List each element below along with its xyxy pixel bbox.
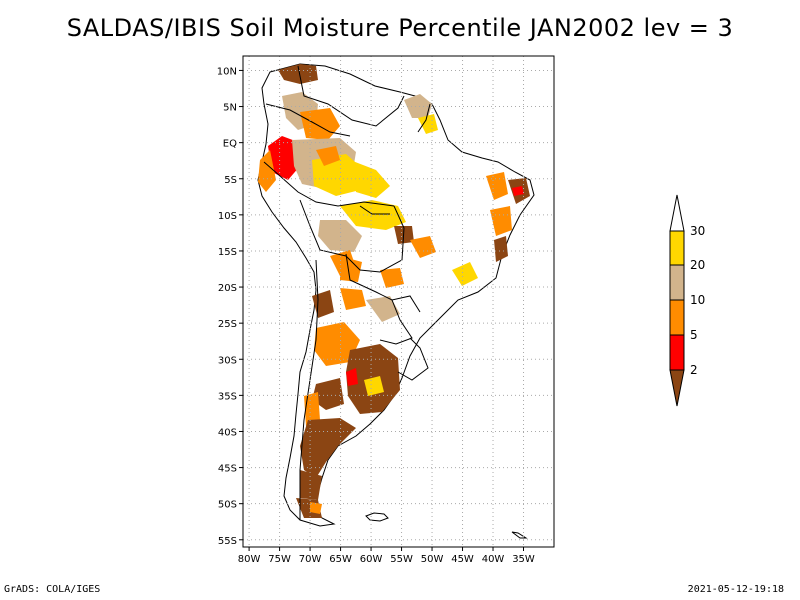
footer-credit: GrADS: COLA/IGES <box>4 584 101 595</box>
patch-2-5 <box>268 136 300 180</box>
patch-5-10 <box>314 322 360 366</box>
lat-tick-label: 5N <box>223 103 237 114</box>
lat-tick-label: EQ <box>223 139 237 150</box>
lat-tick-label: 25S <box>218 319 237 330</box>
patch-below-2 <box>494 236 508 262</box>
patch-below-2 <box>300 470 322 500</box>
legend-swatch-20-30 <box>669 230 685 266</box>
lat-tick-label: 35S <box>218 391 237 402</box>
legend-swatch-below-2 <box>669 369 685 407</box>
lat-tick-label: 45S <box>218 464 237 475</box>
lat-tick-label: 5S <box>224 175 237 186</box>
patch-20-30 <box>340 200 406 230</box>
patch-2-5 <box>346 368 358 386</box>
patch-5-10 <box>490 206 512 236</box>
lon-tick-label: 65W <box>329 554 352 565</box>
patch-20-30 <box>452 262 478 286</box>
lat-tick-label: 55S <box>218 536 237 547</box>
legend-label-30: 30 <box>690 224 705 238</box>
falkland-islands <box>365 512 389 522</box>
lon-tick-label: 50W <box>421 554 444 565</box>
latitude-axis: 10N 5N EQ 5S 10S 15S 20S 25S 30S 35S 40S 45S 50S 55S <box>217 66 243 547</box>
patch-20-30 <box>364 376 384 396</box>
patch-5-10 <box>380 268 404 288</box>
lon-tick-label: 80W <box>238 554 261 565</box>
lon-tick-label: 35W <box>512 554 535 565</box>
legend-swatch-above-30 <box>669 194 685 232</box>
lat-tick-label: 20S <box>218 283 237 294</box>
lon-tick-label: 55W <box>390 554 413 565</box>
patch-5-10 <box>310 502 322 514</box>
legend-label-10: 10 <box>690 293 705 307</box>
colorbar-legend: 30 20 10 5 2 <box>669 194 705 407</box>
patch-5-10 <box>340 256 362 282</box>
patch-5-10 <box>258 150 276 192</box>
lat-tick-label: 40S <box>218 427 237 438</box>
map-frame <box>242 55 555 548</box>
lat-tick-label: 10S <box>218 211 237 222</box>
lat-tick-label: 50S <box>218 500 237 511</box>
patch-5-10 <box>316 146 340 166</box>
patch-20-30 <box>350 160 390 198</box>
footer-timestamp: 2021-05-12-19:18 <box>687 584 784 595</box>
lat-tick-label: 10N <box>217 66 237 77</box>
lon-tick-label: 40W <box>482 554 505 565</box>
patch-below-2 <box>278 64 318 84</box>
longitude-axis: 80W 75W 70W 65W 60W 55W 50W 45W 40W 35W <box>238 547 535 565</box>
patch-10-20 <box>404 94 432 118</box>
lon-tick-label: 60W <box>360 554 383 565</box>
lon-tick-label: 75W <box>268 554 291 565</box>
legend-label-20: 20 <box>690 258 705 272</box>
patch-below-2 <box>300 418 356 478</box>
lon-tick-label: 70W <box>299 554 322 565</box>
legend-swatch-5-10 <box>669 299 685 336</box>
patch-10-20 <box>318 220 362 252</box>
patch-10-20 <box>366 296 400 322</box>
lat-tick-label: 30S <box>218 355 237 366</box>
moisture-shading <box>258 64 530 518</box>
south-georgia-island <box>511 531 528 539</box>
patch-2-5 <box>512 186 524 196</box>
lat-tick-label: 15S <box>218 247 237 258</box>
legend-label-2: 2 <box>690 363 698 377</box>
patch-5-10 <box>410 236 436 258</box>
legend-swatch-10-20 <box>669 264 685 301</box>
patch-below-2 <box>312 378 344 410</box>
legend-swatch-2-5 <box>669 334 685 371</box>
map-title: SALDAS/IBIS Soil Moisture Percentile JAN… <box>66 14 734 42</box>
patch-5-10 <box>304 392 320 426</box>
patch-5-10 <box>340 288 366 310</box>
lon-tick-label: 45W <box>451 554 474 565</box>
patch-20-30 <box>418 114 438 134</box>
legend-label-5: 5 <box>690 328 698 342</box>
country-borders <box>263 65 431 520</box>
